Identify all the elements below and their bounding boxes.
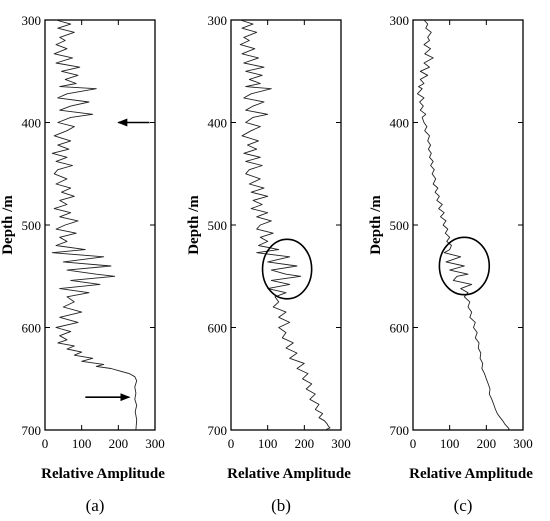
y-tick-label: 500 <box>390 218 410 233</box>
y-tick-label: 600 <box>22 321 42 336</box>
y-tick-label: 600 <box>390 321 410 336</box>
x-axis-title: Relative Amplitude <box>227 466 351 482</box>
panel-label: (a) <box>86 496 105 515</box>
x-tick-label: 300 <box>145 436 165 451</box>
y-tick-label: 700 <box>390 423 410 438</box>
y-axis-title: Depth /m <box>0 195 16 255</box>
amplitude-trace <box>239 19 331 431</box>
x-tick-label: 0 <box>410 436 417 451</box>
panel-label: (c) <box>454 496 473 515</box>
x-tick-label: 200 <box>295 436 315 451</box>
y-tick-label: 500 <box>22 218 42 233</box>
panel-label: (b) <box>271 496 291 515</box>
y-tick-label: 300 <box>208 13 228 28</box>
y-tick-label: 500 <box>208 218 228 233</box>
y-tick-label: 300 <box>22 13 42 28</box>
y-tick-label: 400 <box>208 116 228 131</box>
x-tick-label: 100 <box>440 436 460 451</box>
x-tick-label: 100 <box>258 436 278 451</box>
x-tick-label: 200 <box>109 436 129 451</box>
y-tick-label: 400 <box>22 116 42 131</box>
highlight-ellipse <box>261 238 313 300</box>
highlight-ellipse <box>438 236 491 296</box>
x-tick-label: 300 <box>331 436 351 451</box>
x-axis-title: Relative Amplitude <box>409 466 533 482</box>
x-axis-title: Relative Amplitude <box>41 466 165 482</box>
x-tick-label: 0 <box>42 436 49 451</box>
y-tick-label: 600 <box>208 321 228 336</box>
y-tick-label: 400 <box>390 116 410 131</box>
y-tick-label: 700 <box>22 423 42 438</box>
x-tick-label: 300 <box>513 436 533 451</box>
y-tick-label: 300 <box>390 13 410 28</box>
amplitude-trace <box>51 19 138 431</box>
amplitude-trace <box>416 19 510 431</box>
x-tick-label: 200 <box>477 436 497 451</box>
x-tick-label: 0 <box>228 436 235 451</box>
y-tick-label: 700 <box>208 423 228 438</box>
plot-frame <box>412 19 524 431</box>
x-tick-label: 100 <box>72 436 92 451</box>
y-axis-title: Depth /m <box>368 195 384 255</box>
y-axis-title: Depth /m <box>186 195 202 255</box>
plot-frame <box>230 19 342 431</box>
plot-frame <box>44 19 156 431</box>
